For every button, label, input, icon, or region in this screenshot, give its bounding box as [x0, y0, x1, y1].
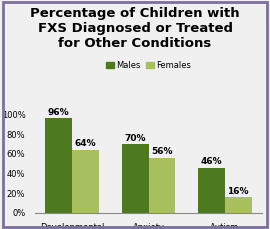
Bar [148, 158, 175, 213]
Text: 46%: 46% [201, 157, 222, 166]
Text: 16%: 16% [228, 187, 249, 196]
Bar [198, 168, 225, 213]
Bar [45, 118, 72, 213]
Text: 96%: 96% [48, 108, 70, 117]
Legend: Males, Females: Males, Females [102, 58, 195, 73]
Text: Percentage of Children with
FXS Diagnosed or Treated
for Other Conditions: Percentage of Children with FXS Diagnose… [30, 7, 240, 50]
Bar [72, 150, 99, 213]
Text: 70%: 70% [124, 134, 146, 143]
Text: 56%: 56% [151, 147, 173, 156]
Text: 64%: 64% [75, 139, 96, 148]
Bar [225, 197, 252, 213]
Bar [122, 144, 149, 213]
